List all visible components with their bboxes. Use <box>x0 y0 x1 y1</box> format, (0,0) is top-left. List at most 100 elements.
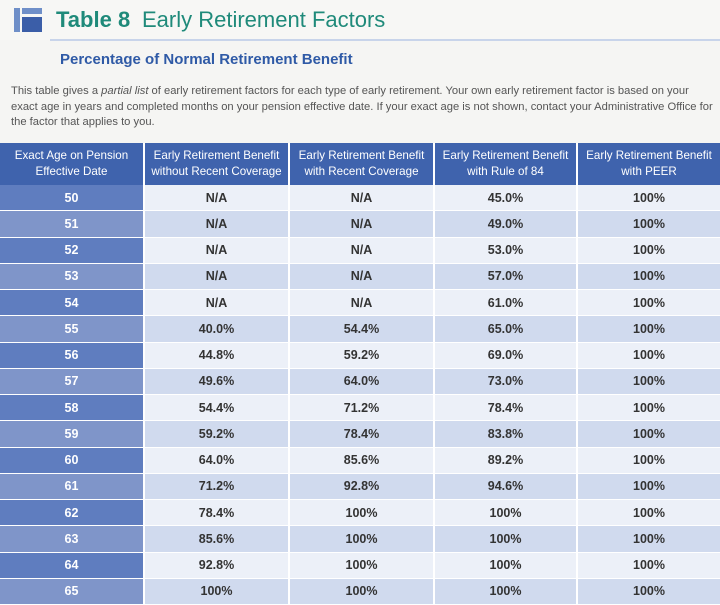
table-header-row: Exact Age on Pension Effective Date Earl… <box>0 143 720 185</box>
factor-cell: 73.0% <box>434 368 578 396</box>
factor-cell: 100% <box>577 394 720 422</box>
factor-cell: 100% <box>434 499 578 527</box>
factor-cell: N/A <box>289 210 435 238</box>
factor-cell: N/A <box>144 289 290 317</box>
age-cell: 59 <box>0 420 145 448</box>
table-row: 51 N/A N/A 49.0% 100% <box>0 210 720 238</box>
page-subtitle: Percentage of Normal Retirement Benefit <box>60 51 353 68</box>
factor-cell: 40.0% <box>144 315 290 343</box>
column-header-with-recent-coverage: Early Retirement Benefit with Recent Cov… <box>289 143 435 185</box>
table-row: 61 71.2% 92.8% 94.6% 100% <box>0 473 720 501</box>
factor-cell: 100% <box>577 525 720 553</box>
factor-cell: 57.0% <box>434 263 578 291</box>
factor-cell: 59.2% <box>289 342 435 369</box>
column-header-age: Exact Age on Pension Effective Date <box>0 143 145 185</box>
factor-cell: 49.6% <box>144 368 290 396</box>
factor-cell: 71.2% <box>144 473 290 501</box>
factor-cell: 49.0% <box>434 210 578 238</box>
factor-cell: 100% <box>577 578 720 605</box>
table-row: 65 100% 100% 100% 100% <box>0 578 720 605</box>
factor-cell: N/A <box>289 185 435 212</box>
factor-cell: 59.2% <box>144 420 290 448</box>
factor-cell: 44.8% <box>144 342 290 369</box>
factor-cell: 100% <box>577 315 720 343</box>
factor-cell: 100% <box>577 420 720 448</box>
page-title: Early Retirement Factors <box>142 7 386 32</box>
factor-cell: 69.0% <box>434 342 578 369</box>
description-text: of early retirement factors for each typ… <box>11 85 713 128</box>
factor-cell: N/A <box>144 263 290 291</box>
retirement-factors-table: Exact Age on Pension Effective Date Earl… <box>0 143 720 605</box>
age-cell: 63 <box>0 525 145 553</box>
factor-cell: N/A <box>289 237 435 264</box>
column-header-rule-of-84: Early Retirement Benefit with Rule of 84 <box>434 143 578 185</box>
factor-cell: 100% <box>434 525 578 553</box>
factor-cell: 100% <box>289 499 435 527</box>
table-row: 60 64.0% 85.6% 89.2% 100% <box>0 447 720 474</box>
factor-cell: 78.4% <box>289 420 435 448</box>
table-row: 64 92.8% 100% 100% 100% <box>0 552 720 579</box>
factor-cell: 100% <box>577 473 720 501</box>
factor-cell: 100% <box>577 185 720 212</box>
age-cell: 65 <box>0 578 145 605</box>
age-cell: 60 <box>0 447 145 474</box>
factor-cell: 100% <box>577 447 720 474</box>
factor-cell: 85.6% <box>289 447 435 474</box>
age-cell: 55 <box>0 315 145 343</box>
table-row: 59 59.2% 78.4% 83.8% 100% <box>0 420 720 448</box>
factor-cell: 78.4% <box>434 394 578 422</box>
factor-cell: N/A <box>289 289 435 317</box>
age-cell: 64 <box>0 552 145 579</box>
title-divider <box>50 39 720 41</box>
age-cell: 51 <box>0 210 145 238</box>
factor-cell: N/A <box>144 185 290 212</box>
age-cell: 52 <box>0 237 145 264</box>
table-row: 58 54.4% 71.2% 78.4% 100% <box>0 394 720 422</box>
title-bar: Table 8 Early Retirement Factors <box>0 0 720 40</box>
table-row: 56 44.8% 59.2% 69.0% 100% <box>0 342 720 369</box>
factor-cell: 65.0% <box>434 315 578 343</box>
age-cell: 57 <box>0 368 145 396</box>
factor-cell: 100% <box>434 552 578 579</box>
factor-cell: 71.2% <box>289 394 435 422</box>
factor-cell: 54.4% <box>289 315 435 343</box>
factor-cell: 100% <box>577 552 720 579</box>
age-cell: 50 <box>0 185 145 212</box>
factor-cell: 100% <box>434 578 578 605</box>
factor-cell: 100% <box>577 368 720 396</box>
age-cell: 54 <box>0 289 145 317</box>
factor-cell: 100% <box>289 552 435 579</box>
description-emphasis: partial list <box>101 85 149 97</box>
factor-cell: 100% <box>289 578 435 605</box>
table-row: 55 40.0% 54.4% 65.0% 100% <box>0 315 720 343</box>
age-cell: 53 <box>0 263 145 291</box>
factor-cell: 78.4% <box>144 499 290 527</box>
factor-cell: 100% <box>577 210 720 238</box>
factor-cell: 94.6% <box>434 473 578 501</box>
table-number: Table 8 <box>56 7 131 32</box>
factor-cell: 100% <box>577 499 720 527</box>
factor-cell: 100% <box>577 342 720 369</box>
table-row: 50 N/A N/A 45.0% 100% <box>0 185 720 212</box>
age-cell: 62 <box>0 499 145 527</box>
column-header-peer: Early Retirement Benefit with PEER <box>577 143 720 185</box>
table-row: 53 N/A N/A 57.0% 100% <box>0 263 720 291</box>
factor-cell: 92.8% <box>289 473 435 501</box>
factor-cell: 100% <box>289 525 435 553</box>
factor-cell: N/A <box>144 237 290 264</box>
factor-cell: 64.0% <box>144 447 290 474</box>
table-row: 62 78.4% 100% 100% 100% <box>0 499 720 527</box>
table-row: 57 49.6% 64.0% 73.0% 100% <box>0 368 720 396</box>
factor-cell: 85.6% <box>144 525 290 553</box>
factor-cell: 45.0% <box>434 185 578 212</box>
table-description: This table gives a partial list of early… <box>11 84 716 131</box>
factor-cell: 64.0% <box>289 368 435 396</box>
document-icon <box>14 8 42 32</box>
factor-cell: 89.2% <box>434 447 578 474</box>
factor-cell: 54.4% <box>144 394 290 422</box>
table-row: 63 85.6% 100% 100% 100% <box>0 525 720 553</box>
column-header-without-recent-coverage: Early Retirement Benefit without Recent … <box>144 143 290 185</box>
factor-cell: 83.8% <box>434 420 578 448</box>
age-cell: 61 <box>0 473 145 501</box>
age-cell: 56 <box>0 342 145 369</box>
